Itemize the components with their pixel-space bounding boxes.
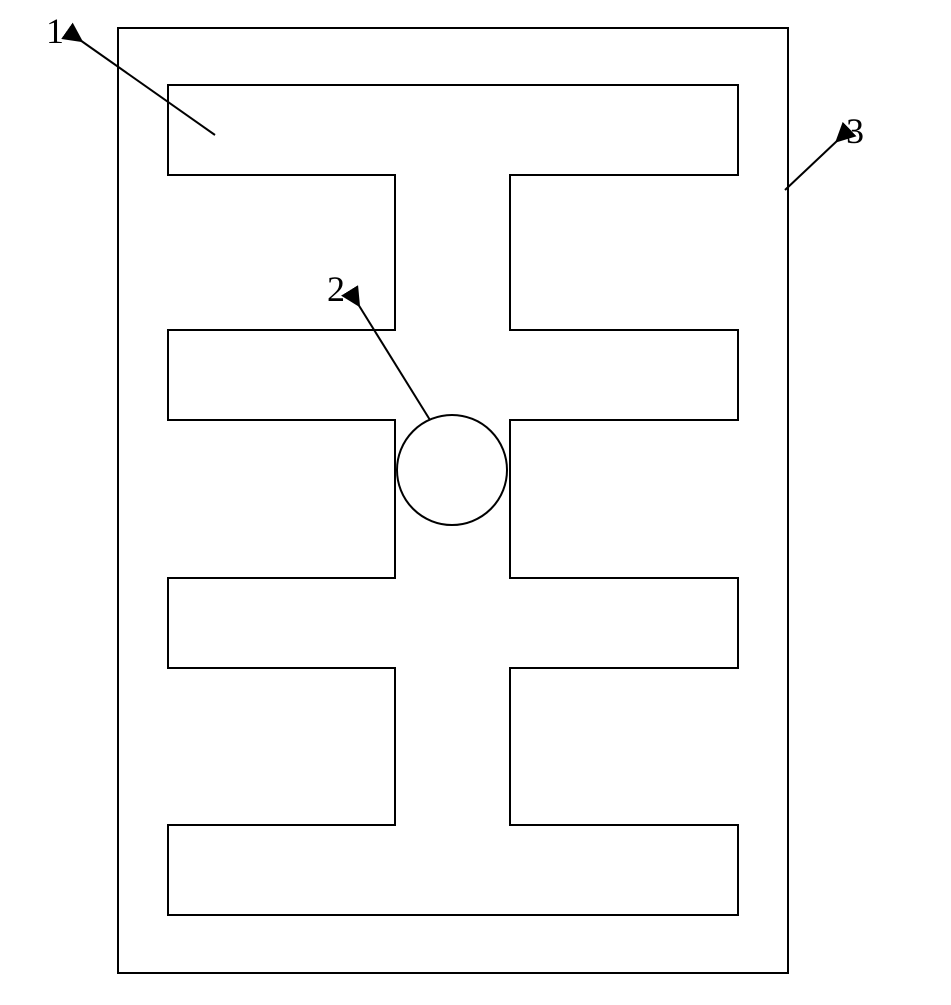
center-circle (397, 415, 507, 525)
callout-label-2: 2 (327, 268, 345, 310)
callout-label-3: 3 (846, 110, 864, 152)
schematic-diagram: 1 2 3 (0, 0, 951, 1000)
leader-line-3 (785, 140, 838, 190)
callout-label-1: 1 (46, 10, 64, 52)
diagram-svg (0, 0, 951, 1000)
leader-line-1 (80, 40, 215, 135)
